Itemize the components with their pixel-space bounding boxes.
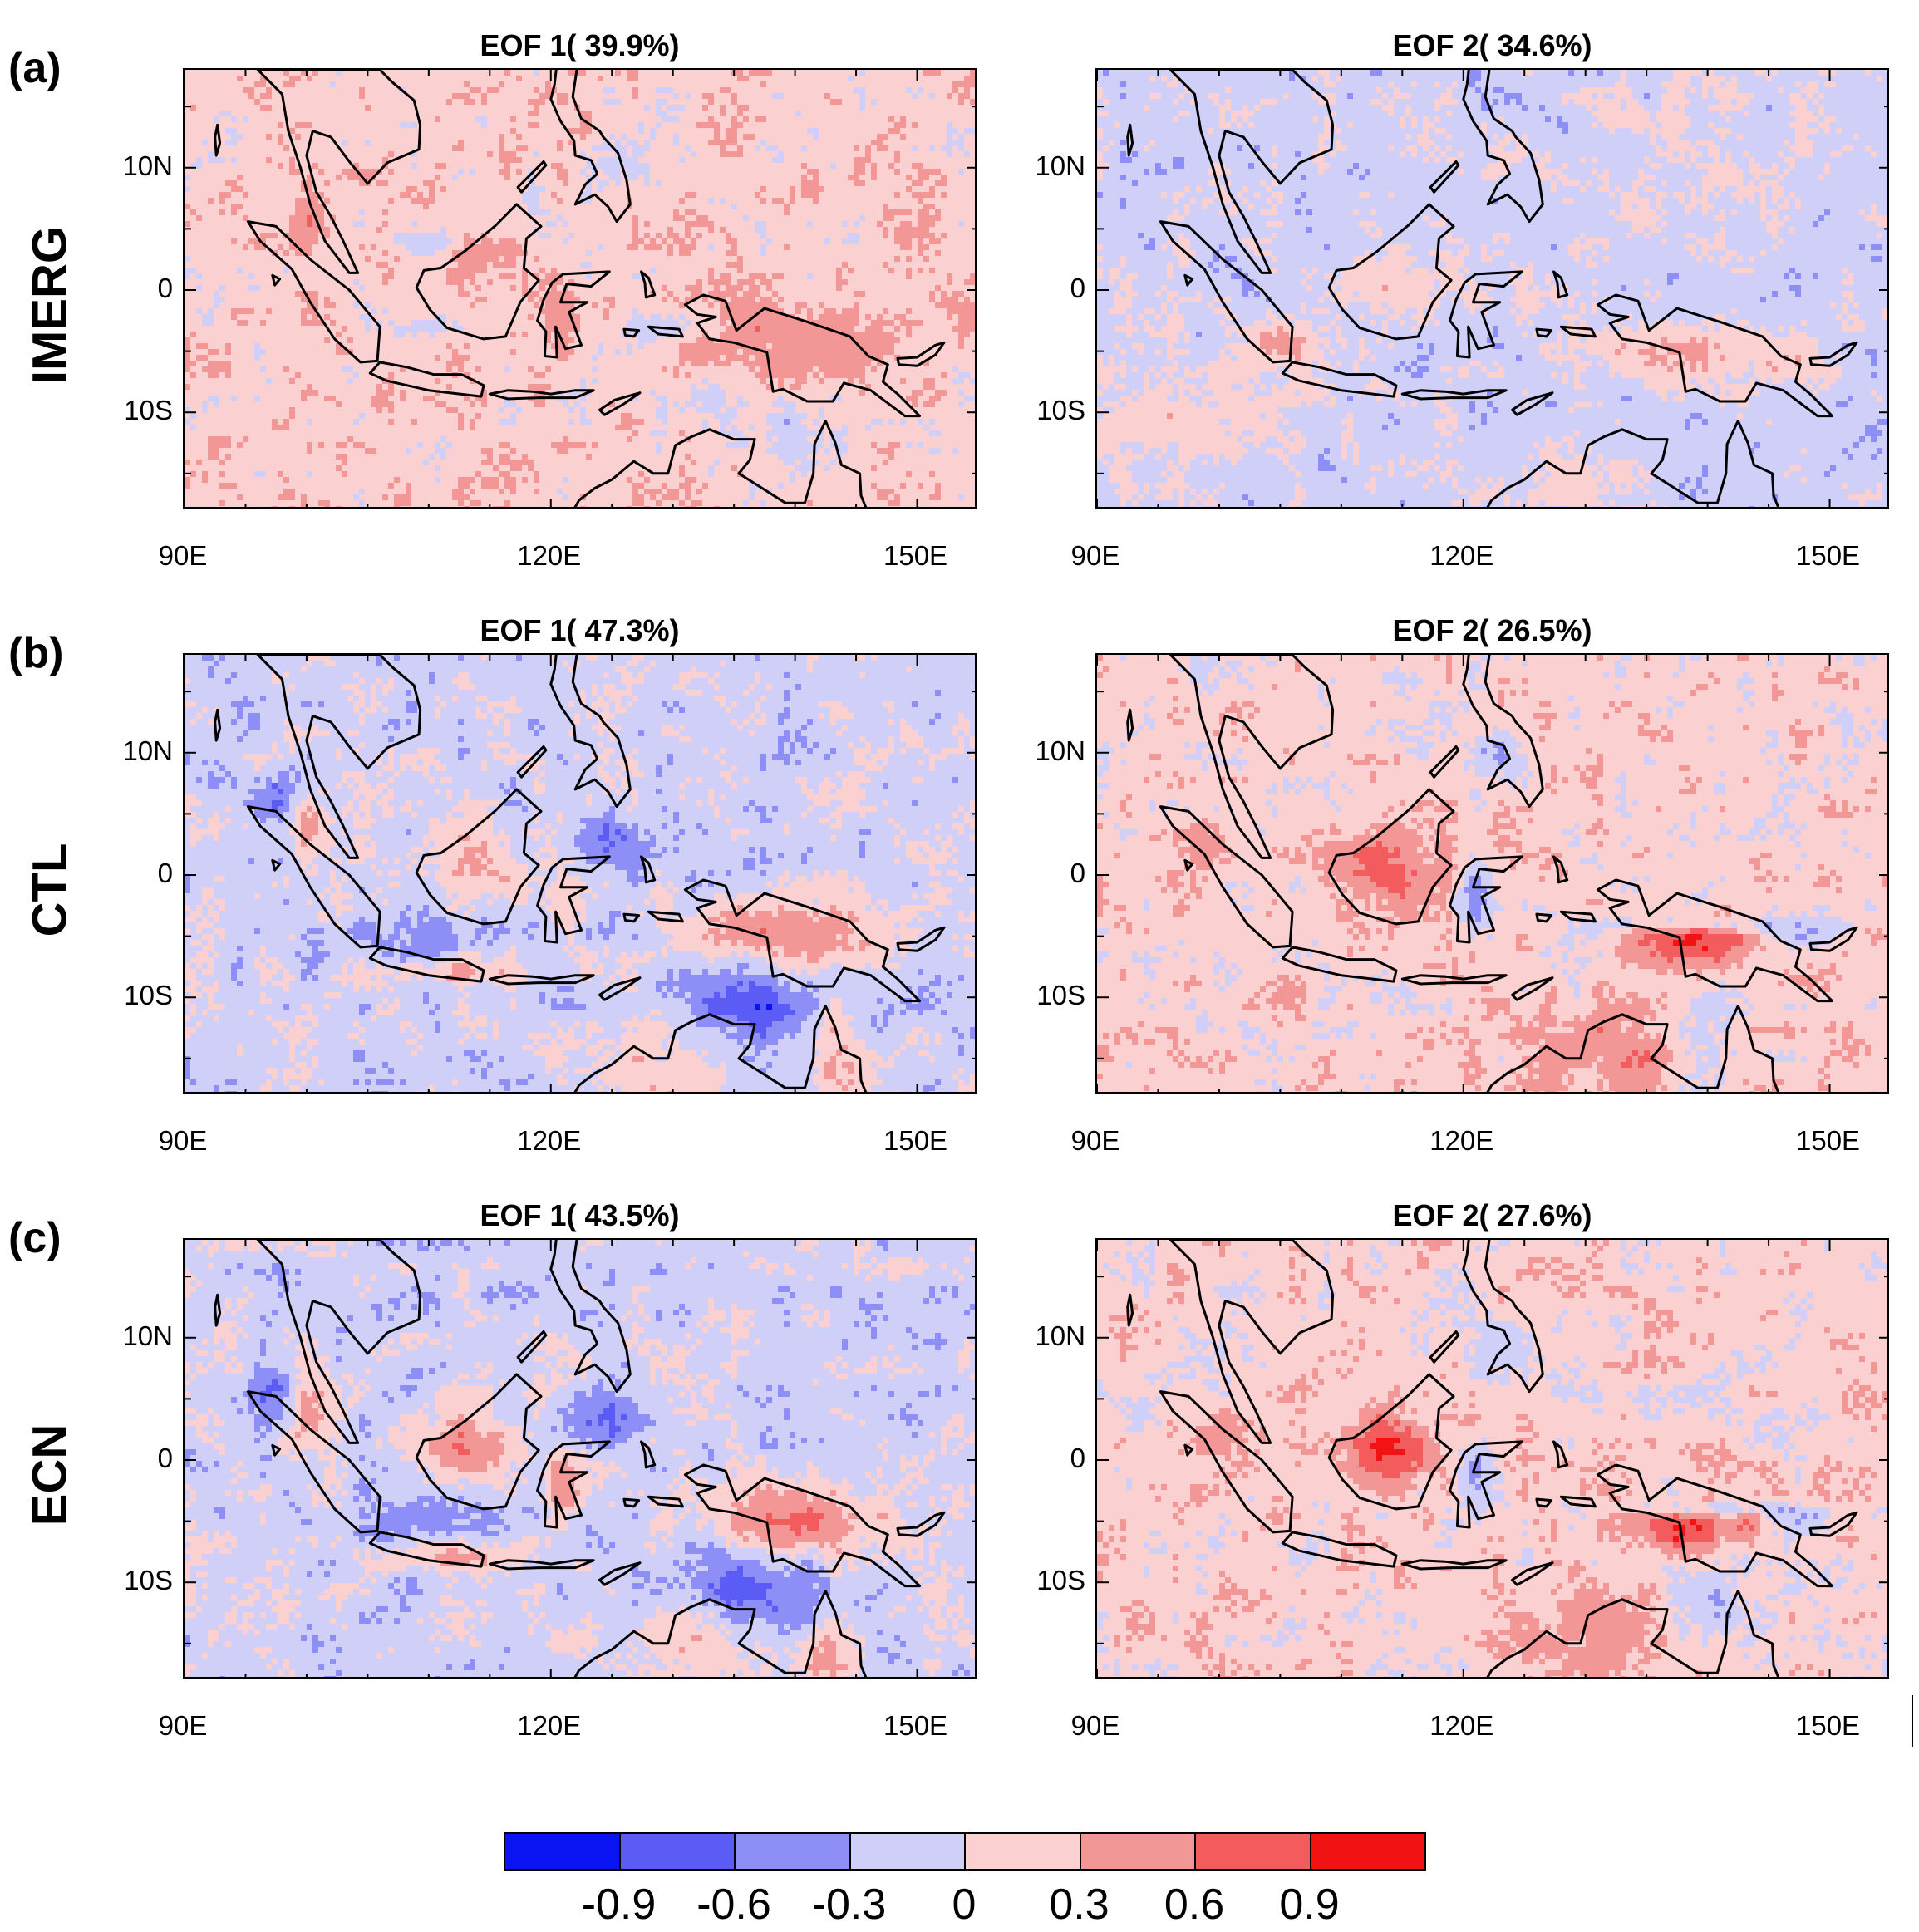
x-tick-label: 90E	[1071, 1710, 1120, 1742]
y-tick-label: 10S	[98, 395, 173, 426]
x-tick-label: 150E	[883, 1125, 947, 1157]
dataset-label: IMERG	[22, 226, 78, 384]
map-field	[1097, 70, 1889, 509]
y-tick-label: 10S	[98, 980, 173, 1011]
x-tick-label: 90E	[1071, 540, 1120, 572]
colorbar-swatch	[964, 1832, 1081, 1871]
map-field	[1097, 655, 1889, 1094]
edge-rule	[1912, 1695, 1913, 1747]
eof-map	[183, 653, 977, 1094]
panel-title: EOF 2( 34.6%)	[1392, 28, 1592, 63]
map-field	[1097, 1240, 1889, 1679]
panel-title: EOF 2( 27.6%)	[1392, 1198, 1592, 1233]
y-tick-label: 0	[1011, 858, 1085, 889]
y-tick-label: 10S	[1011, 1565, 1085, 1596]
y-tick-label: 0	[1011, 1443, 1085, 1474]
eof-map	[1095, 653, 1889, 1094]
x-tick-label: 150E	[1796, 1710, 1860, 1742]
y-tick-label: 10S	[98, 1565, 173, 1596]
y-tick-label: 10S	[1011, 980, 1085, 1011]
y-tick-label: 10N	[1011, 735, 1085, 767]
eof-map	[1095, 1238, 1889, 1679]
x-tick-label: 120E	[517, 540, 581, 572]
y-tick-label: 0	[98, 273, 173, 304]
colorbar-label: 0.3	[1049, 1880, 1109, 1930]
colorbar-swatch	[1194, 1832, 1311, 1871]
y-tick-label: 10N	[1011, 150, 1085, 182]
map-field	[185, 1240, 977, 1679]
colorbar-label: -0.9	[582, 1880, 657, 1930]
panel-title: EOF 1( 43.5%)	[480, 1198, 679, 1233]
colorbar-swatch	[619, 1832, 736, 1871]
dataset-label: ECN	[22, 1424, 78, 1526]
colorbar-swatch	[1080, 1832, 1197, 1871]
x-tick-label: 120E	[517, 1710, 581, 1742]
y-tick-label: 10N	[98, 735, 173, 767]
x-tick-label: 90E	[159, 1125, 208, 1157]
y-tick-label: 0	[98, 1443, 173, 1474]
y-tick-label: 10S	[1011, 395, 1085, 426]
x-tick-label: 150E	[1796, 540, 1860, 572]
x-tick-label: 90E	[159, 1710, 208, 1742]
eof-map	[1095, 68, 1889, 509]
panel-title: EOF 2( 26.5%)	[1392, 613, 1592, 648]
colorbar-label: -0.6	[696, 1880, 771, 1930]
colorbar-label: 0.6	[1164, 1880, 1224, 1930]
x-tick-label: 120E	[1429, 1710, 1493, 1742]
colorbar-swatch	[1310, 1832, 1427, 1871]
y-tick-label: 0	[98, 858, 173, 889]
colorbar-swatch	[849, 1832, 967, 1871]
x-tick-label: 120E	[1429, 1125, 1493, 1157]
eof-map	[183, 1238, 977, 1679]
x-tick-label: 90E	[1071, 1125, 1120, 1157]
map-field	[185, 70, 977, 509]
panel-title: EOF 1( 47.3%)	[480, 613, 679, 648]
y-tick-label: 0	[1011, 273, 1085, 304]
x-tick-label: 120E	[517, 1125, 581, 1157]
y-tick-label: 10N	[98, 1320, 173, 1352]
colorbar-label: 0	[952, 1880, 977, 1930]
eof-map	[183, 68, 977, 509]
colorbar-swatch	[504, 1832, 621, 1871]
panel-title: EOF 1( 39.9%)	[480, 28, 679, 63]
x-tick-label: 120E	[1429, 540, 1493, 572]
panel-tag: (a)	[8, 43, 62, 93]
map-field	[185, 655, 977, 1094]
y-tick-label: 10N	[98, 150, 173, 182]
x-tick-label: 150E	[883, 1710, 947, 1742]
panel-tag: (c)	[8, 1213, 62, 1263]
y-tick-label: 10N	[1011, 1320, 1085, 1352]
x-tick-label: 90E	[159, 540, 208, 572]
x-tick-label: 150E	[883, 540, 947, 572]
colorbar-label: -0.3	[812, 1880, 887, 1930]
colorbar-label: 0.9	[1279, 1880, 1339, 1930]
dataset-label: CTL	[22, 843, 78, 937]
x-tick-label: 150E	[1796, 1125, 1860, 1157]
colorbar-swatch	[734, 1832, 851, 1871]
panel-tag: (b)	[8, 628, 63, 678]
